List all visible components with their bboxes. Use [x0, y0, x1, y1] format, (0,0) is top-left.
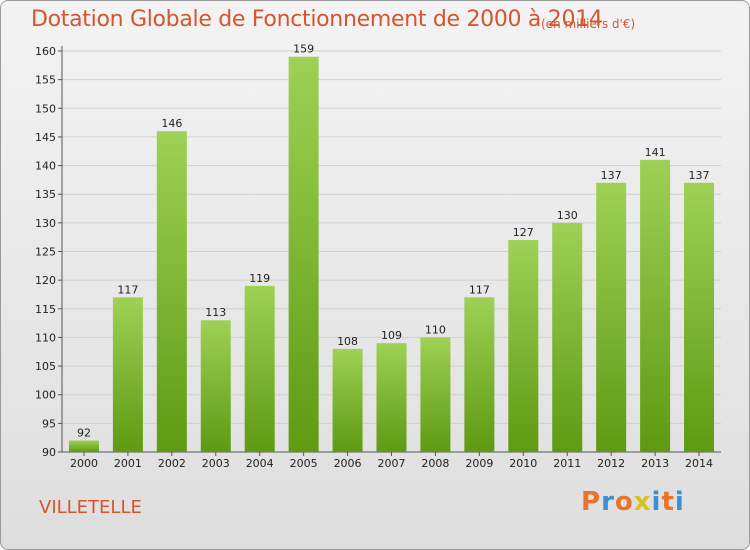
- x-tick-label: 2008: [421, 457, 449, 470]
- data-label: 130: [557, 209, 578, 222]
- y-tick-label: 160: [35, 45, 56, 58]
- bar: [332, 348, 363, 452]
- x-tick-label: 2010: [509, 457, 537, 470]
- x-tick-label: 2006: [334, 457, 362, 470]
- x-tick-label: 2003: [202, 457, 230, 470]
- y-tick-label: 90: [42, 446, 56, 459]
- y-tick-label: 110: [35, 331, 56, 344]
- data-label: 137: [601, 169, 622, 182]
- x-tick-label: 2004: [246, 457, 274, 470]
- y-tick-label: 125: [35, 246, 56, 259]
- data-label: 146: [161, 117, 182, 130]
- bar: [640, 159, 671, 453]
- bar: [112, 297, 143, 452]
- x-tick-label: 2009: [465, 457, 493, 470]
- x-tick-label: 2013: [641, 457, 669, 470]
- data-label: 127: [513, 226, 534, 239]
- bars: [68, 56, 715, 453]
- value-labels: 92 117 146 113 119 159 108 109 110 117 127 130 137 14…: [77, 43, 710, 440]
- data-label: 159: [293, 43, 314, 56]
- bar: [596, 182, 627, 452]
- data-label: 113: [205, 306, 226, 319]
- x-tick-label: 2012: [597, 457, 625, 470]
- y-tick-label: 115: [35, 303, 56, 316]
- y-tick-label: 120: [35, 274, 56, 287]
- data-label: 109: [381, 329, 402, 342]
- x-tick-label: 2002: [158, 457, 186, 470]
- x-tick-label: 2001: [114, 457, 142, 470]
- x-tick-label: 2014: [685, 457, 713, 470]
- y-tick-label: 95: [42, 417, 56, 430]
- data-label: 119: [249, 272, 270, 285]
- bar: [508, 240, 539, 452]
- bar: [684, 182, 715, 452]
- bar: [244, 285, 275, 452]
- x-tick-label: 2005: [290, 457, 318, 470]
- chart-title: Dotation Globale de Fonctionnement de 20…: [31, 7, 603, 32]
- proxiti-logo: Proxiti: [581, 487, 685, 517]
- y-tick-label: 130: [35, 217, 56, 230]
- y-tick-label: 145: [35, 131, 56, 144]
- bar: [464, 297, 495, 452]
- bar: [200, 320, 231, 452]
- bar: [376, 343, 407, 452]
- x-tick-label: 2007: [378, 457, 406, 470]
- bar: [68, 440, 99, 452]
- data-label: 117: [469, 283, 490, 296]
- x-tick-label: 2000: [70, 457, 98, 470]
- y-tick-label: 140: [35, 160, 56, 173]
- data-label: 141: [645, 146, 666, 159]
- data-label: 108: [337, 335, 358, 348]
- data-label: 92: [77, 427, 91, 440]
- y-tick-label: 155: [35, 74, 56, 87]
- y-tick-labels: 90 95 100 105 110 115 120 125 130 135 140 145 150 155…: [35, 45, 56, 459]
- bar: [288, 56, 319, 452]
- x-tick-labels: 2000 2001 2002 2003 2004 2005 2006 2007 2008 2009…: [70, 452, 713, 470]
- chart-subtitle: (en milliers d'€): [541, 17, 636, 31]
- bar: [156, 131, 187, 452]
- y-tick-label: 150: [35, 102, 56, 115]
- x-tick-label: 2011: [553, 457, 581, 470]
- y-tick-label: 105: [35, 360, 56, 373]
- commune-name: VILLETELLE: [39, 497, 142, 518]
- data-label: 110: [425, 323, 446, 336]
- y-tick-label: 135: [35, 188, 56, 201]
- y-tick-label: 100: [35, 389, 56, 402]
- data-label: 137: [689, 169, 710, 182]
- data-label: 117: [117, 283, 138, 296]
- bar: [552, 222, 583, 452]
- bar: [420, 337, 451, 452]
